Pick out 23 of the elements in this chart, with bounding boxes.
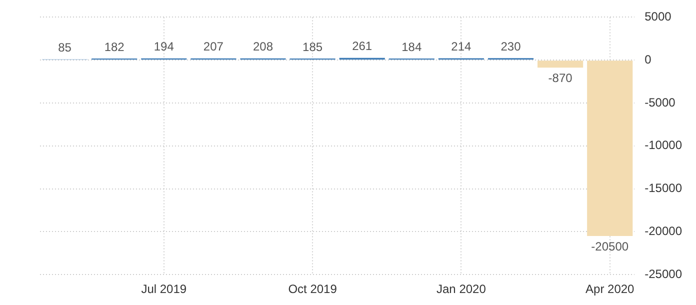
x-tick-label: Jan 2020 [436, 282, 486, 296]
data-label: 207 [203, 40, 224, 54]
y-tick-label: -25000 [644, 266, 682, 281]
y-tick-label: 0 [644, 52, 652, 66]
y-tick-label: -5000 [644, 95, 676, 110]
y-tick-label: -15000 [644, 181, 682, 196]
data-label: 85 [58, 40, 72, 55]
data-label: 184 [402, 40, 422, 54]
data-label: -870 [548, 70, 573, 85]
y-tick-label: -20000 [644, 224, 682, 238]
x-tick-label: Jul 2019 [141, 282, 187, 296]
data-label: -20500 [591, 239, 629, 254]
data-label: 182 [104, 40, 125, 54]
x-tick-label: Apr 2020 [586, 282, 635, 296]
data-label: 214 [451, 40, 472, 54]
data-label: 261 [352, 39, 372, 54]
y-tick-label: 5000 [644, 10, 672, 24]
data-label: 185 [302, 40, 323, 54]
x-tick-label: Oct 2019 [288, 282, 338, 296]
data-label: 208 [252, 40, 274, 54]
y-tick-label: -10000 [644, 138, 682, 152]
data-label: 230 [500, 39, 522, 54]
data-label: 194 [154, 40, 174, 54]
